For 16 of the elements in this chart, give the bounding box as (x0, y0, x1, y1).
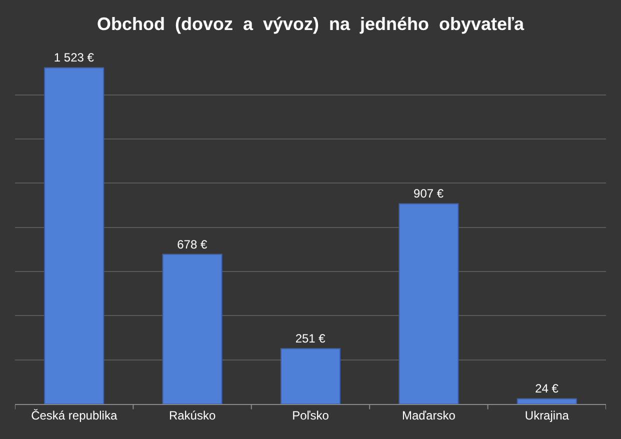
data-label: 678 € (177, 237, 208, 252)
x-tick-label: Česká republika (31, 408, 118, 422)
data-label: 251 € (295, 332, 326, 346)
x-tick-label: Ukrajina (524, 408, 570, 422)
chart-title: Obchod (dovoz a vývoz) na jedného obyvateľa (96, 14, 525, 34)
bar (516, 398, 577, 404)
x-tick-label: Poľsko (292, 408, 330, 422)
data-label: 1 523 € (54, 50, 94, 65)
bar (398, 203, 459, 404)
x-tick-label: Rakúsko (168, 408, 216, 422)
data-label: 24 € (535, 382, 559, 396)
data-label: 907 € (414, 186, 444, 201)
x-tick-label: Maďarsko (402, 408, 456, 422)
bar (280, 348, 341, 404)
bar (162, 254, 222, 404)
bar (44, 67, 104, 404)
